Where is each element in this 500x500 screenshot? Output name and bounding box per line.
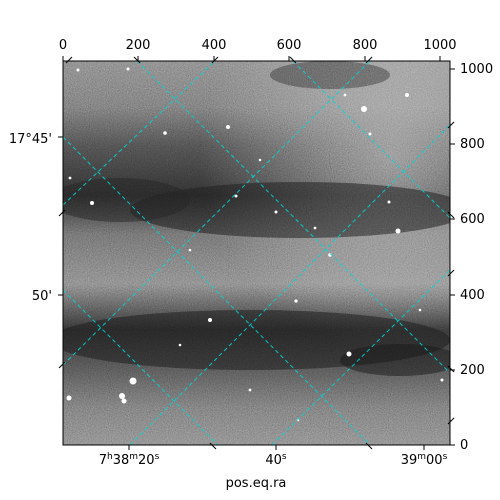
star-point xyxy=(208,318,212,322)
star-point xyxy=(129,377,137,385)
right-tick-label: 600 xyxy=(460,212,485,227)
right-tick-label: 1000 xyxy=(460,62,493,77)
star-point xyxy=(313,226,317,230)
star-point xyxy=(68,176,72,180)
x-axis-label: pos.eq.ra xyxy=(226,476,287,491)
star-point xyxy=(346,351,352,357)
star-point xyxy=(90,201,94,205)
right-tick-label: 0 xyxy=(460,438,468,453)
star-point xyxy=(387,200,391,204)
star-point xyxy=(405,93,409,97)
star-point xyxy=(126,67,130,71)
top-tick-label: 400 xyxy=(202,38,227,53)
star-point xyxy=(76,68,80,72)
top-tick-label: 0 xyxy=(59,38,67,53)
star-point xyxy=(361,106,367,112)
bottom-tick-label: 39m00s xyxy=(401,452,448,468)
star-point xyxy=(163,131,167,135)
left-axis: 17°45' 50' xyxy=(9,132,66,369)
right-tick-label: 200 xyxy=(460,363,485,378)
star-point xyxy=(274,210,278,214)
top-tick-label: 600 xyxy=(277,38,302,53)
star-point xyxy=(188,248,192,252)
star-point xyxy=(119,393,125,399)
top-tick-label: 1000 xyxy=(423,38,456,53)
point-sources xyxy=(66,67,444,422)
bottom-tick-label: 7h38m20s xyxy=(99,452,160,468)
bottom-axis: 7h38m20s 40s 39m00s pos.eq.ra xyxy=(99,442,448,491)
star-point xyxy=(226,125,230,129)
top-axis: 0 200 400 600 800 1000 xyxy=(59,38,457,64)
plot-frame xyxy=(62,60,451,446)
sky-image xyxy=(63,61,450,445)
star-point xyxy=(418,308,422,312)
top-tick-label: 800 xyxy=(353,38,378,53)
coordinate-grid xyxy=(63,61,450,445)
left-tick-label: 17°45' xyxy=(9,132,52,147)
star-point xyxy=(440,378,444,382)
star-point xyxy=(343,93,347,97)
top-tick-label: 200 xyxy=(126,38,151,53)
star-point xyxy=(121,398,127,404)
right-tick-label: 400 xyxy=(460,288,485,303)
star-point xyxy=(258,158,262,162)
right-tick-label: 800 xyxy=(460,137,485,152)
star-point xyxy=(294,299,298,303)
star-point xyxy=(368,132,372,136)
star-point xyxy=(395,228,401,234)
star-point xyxy=(178,343,182,347)
bottom-tick-label: 40s xyxy=(265,452,287,468)
left-tick-label: 50' xyxy=(32,289,52,304)
star-point xyxy=(248,388,252,392)
right-axis: 0 200 400 600 800 1000 xyxy=(447,62,493,453)
star-point xyxy=(234,194,238,198)
star-point xyxy=(66,395,72,401)
